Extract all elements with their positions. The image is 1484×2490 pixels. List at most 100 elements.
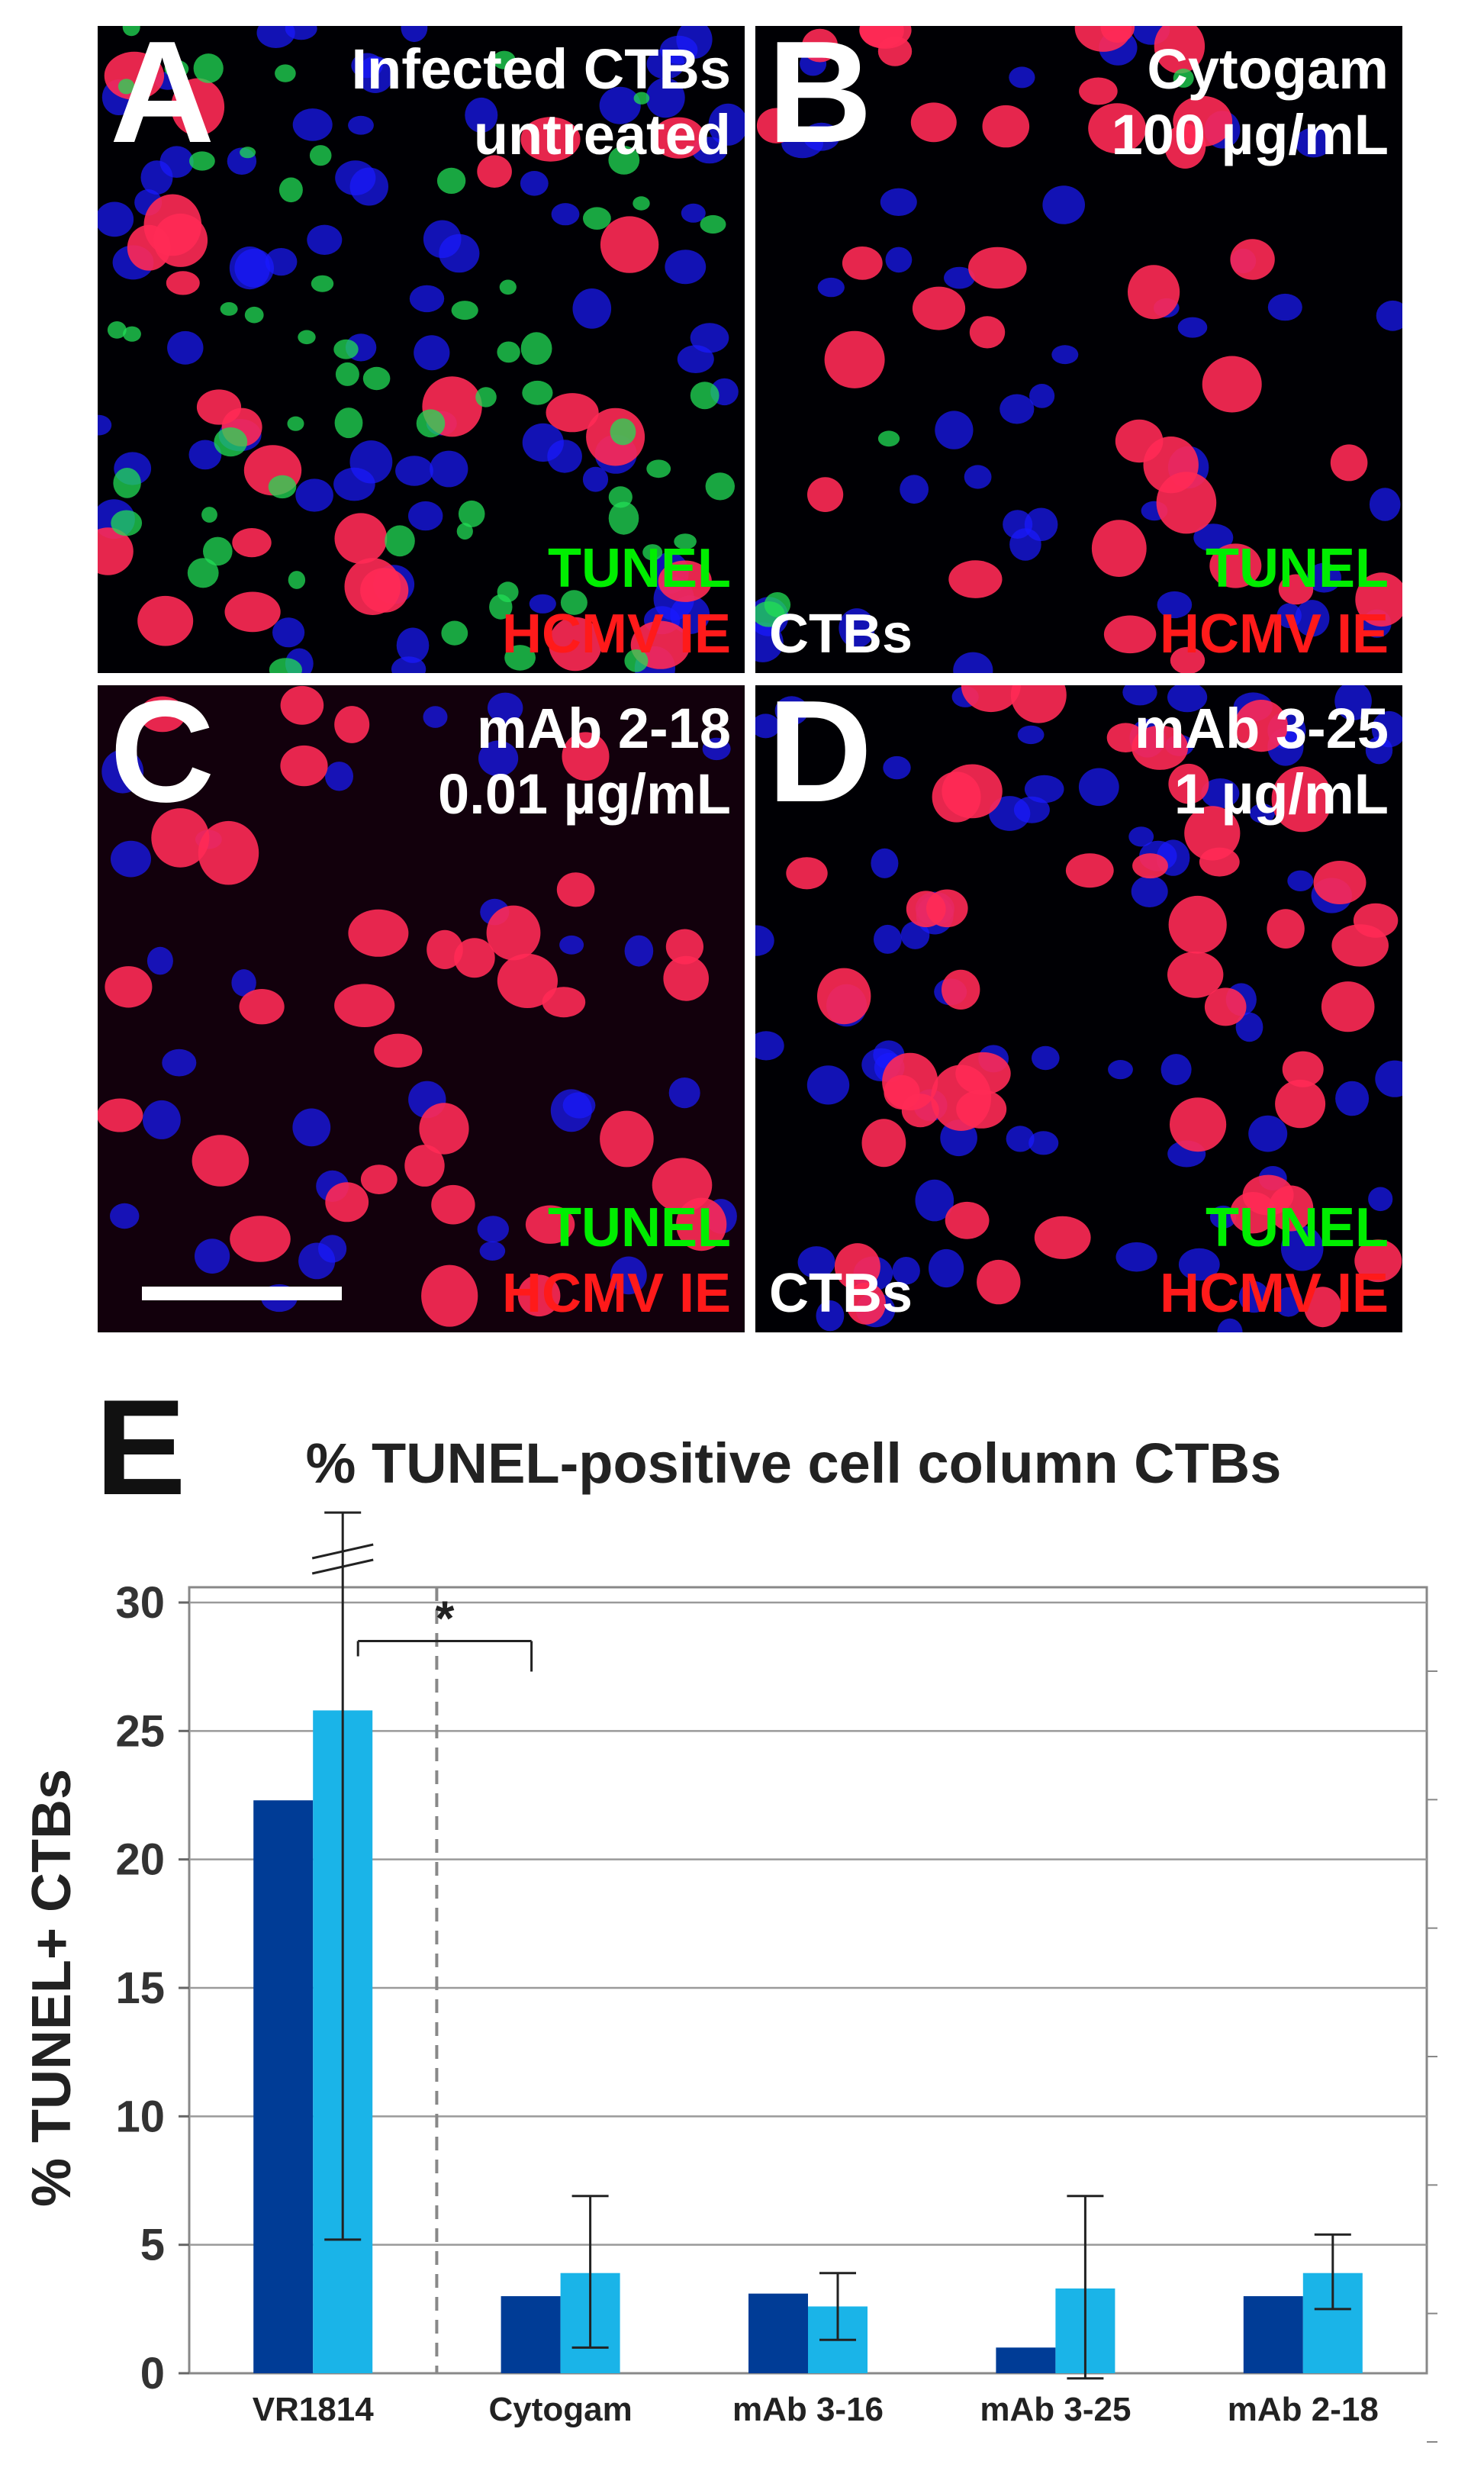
condition-line: mAb 3-25: [1134, 697, 1389, 760]
cell-nucleus: [348, 115, 374, 135]
cell-nucleus: [520, 171, 549, 196]
cell-nucleus: [421, 1264, 478, 1327]
cell-nucleus: [834, 1243, 880, 1290]
cell-nucleus: [1115, 419, 1164, 463]
cell-nucleus: [465, 97, 498, 133]
cell-nucleus: [880, 188, 917, 216]
cell-nucleus: [351, 53, 383, 79]
cell-nucleus: [489, 594, 513, 620]
cell-nucleus: [646, 459, 671, 478]
cell-nucleus: [231, 969, 256, 997]
tunel-stain-label: TUNEL: [1206, 538, 1389, 599]
panel-letter: C: [110, 685, 215, 833]
cell-nucleus: [1330, 444, 1368, 482]
condition-line: Cytogam: [1147, 37, 1389, 101]
cell-nucleus: [486, 905, 541, 961]
cell-nucleus: [1024, 775, 1064, 804]
cell-nucleus: [1287, 870, 1314, 891]
cell-nucleus: [1006, 1126, 1035, 1152]
cell-nucleus: [292, 108, 333, 141]
cell-nucleus: [272, 617, 305, 648]
panel-letter: D: [768, 685, 873, 833]
tunel-stain-label: TUNEL: [548, 538, 731, 599]
cell-nucleus: [98, 527, 134, 575]
cell-nucleus: [1170, 646, 1206, 673]
condition-line: 0.01 µg/mL: [438, 762, 731, 826]
cell-nucleus: [344, 558, 401, 615]
cell-nucleus: [98, 1098, 143, 1132]
cell-nucleus: [977, 1259, 1021, 1305]
cell-nucleus: [239, 989, 285, 1025]
cell-nucleus: [123, 326, 141, 342]
cell-nucleus: [816, 1300, 845, 1332]
cell-nucleus: [624, 935, 654, 967]
tunel-stain-label: TUNEL: [548, 1197, 731, 1258]
cell-nucleus: [1376, 300, 1402, 331]
cell-nucleus: [1132, 725, 1189, 770]
category-label: mAb 2-18: [1228, 2391, 1379, 2428]
plot-frame: [188, 1586, 1428, 2375]
bar-dark: [748, 2293, 808, 2373]
cell-nucleus: [325, 1182, 369, 1222]
cell-nucleus: [1115, 1242, 1157, 1272]
cell-nucleus: [1199, 847, 1240, 877]
cell-nucleus: [140, 160, 173, 195]
cell-nucleus: [1280, 1226, 1324, 1271]
cell-nucleus: [1249, 804, 1276, 823]
cell-nucleus: [1368, 1187, 1393, 1212]
cell-nucleus: [419, 1103, 469, 1155]
cell-nucleus: [189, 151, 215, 171]
cell-nucleus: [660, 35, 698, 64]
cell-nucleus: [334, 513, 388, 564]
condition-line: 100 µg/mL: [1111, 103, 1389, 166]
cell-nucleus: [404, 1145, 445, 1187]
cell-nucleus: [151, 808, 210, 868]
cell-nucleus: [1132, 853, 1168, 879]
cell-nucleus: [764, 592, 791, 617]
cell-nucleus: [456, 523, 473, 540]
cell-nucleus: [599, 86, 641, 124]
cell-nucleus: [642, 544, 663, 561]
cell-nucleus: [906, 891, 946, 927]
cell-nucleus: [1354, 1239, 1402, 1283]
condition-line: untreated: [473, 103, 731, 166]
cell-nucleus: [1017, 725, 1045, 745]
cell-nucleus: [167, 330, 204, 365]
cell-nucleus: [1032, 1045, 1060, 1071]
cell-nucleus: [292, 1108, 331, 1147]
micrograph-grid: A Infected CTBs untreated TUNEL HCMV IE B Cyto…: [98, 26, 1403, 1332]
cell-nucleus: [188, 440, 222, 470]
cell-nucleus: [101, 749, 144, 794]
cell-nucleus: [1088, 103, 1146, 154]
cell-nucleus: [479, 1241, 506, 1261]
panel-condition: Cytogam 100 µg/mL: [1112, 37, 1389, 168]
cell-nucleus: [1170, 1097, 1227, 1152]
cell-nucleus: [824, 330, 885, 388]
cell-nucleus: [117, 79, 135, 95]
cell-nucleus: [892, 1257, 920, 1285]
cell-nucleus: [955, 1052, 1011, 1095]
cell-nucleus: [1209, 543, 1262, 588]
cell-nucleus: [311, 275, 334, 292]
cell-nucleus: [475, 387, 497, 407]
cell-nucleus: [164, 60, 189, 78]
cell-nucleus: [1278, 574, 1314, 605]
cell-nucleus: [665, 250, 707, 285]
cell-nucleus: [817, 277, 845, 298]
cell-nucleus: [334, 706, 370, 743]
cell-nucleus: [441, 620, 468, 646]
stain-legend: TUNEL HCMV IE: [1160, 1195, 1389, 1326]
cell-nucleus: [944, 266, 975, 289]
cell-type-label: CTBs: [769, 604, 913, 665]
cell-nucleus: [559, 935, 584, 955]
y-axis-label: % TUNEL+ CTBs: [21, 1769, 82, 2207]
y-tick-label: 10: [115, 2092, 165, 2141]
cell-nucleus: [1335, 1081, 1370, 1116]
cell-nucleus: [786, 857, 828, 890]
cell-nucleus: [900, 921, 930, 949]
cell-nucleus: [325, 762, 353, 791]
cell-nucleus: [414, 335, 450, 371]
cell-nucleus: [1209, 1205, 1237, 1229]
cell-nucleus: [401, 26, 428, 43]
cell-nucleus: [431, 1184, 475, 1225]
